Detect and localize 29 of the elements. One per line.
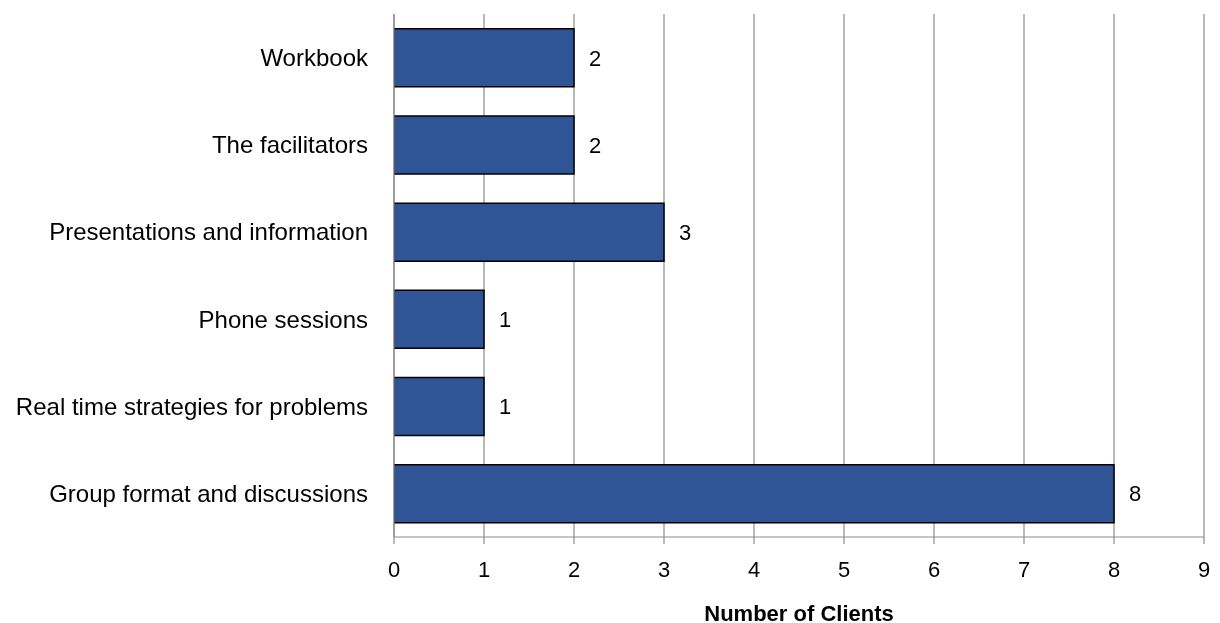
x-tick-label: 5 — [837, 556, 851, 582]
y-tick-label: The facilitators — [211, 131, 368, 159]
x-tick-label: 9 — [1197, 556, 1211, 582]
y-tick-label: Presentations and information — [49, 218, 368, 246]
data-label: 1 — [499, 394, 512, 420]
x-tick-label: 7 — [1017, 556, 1031, 582]
bar — [394, 202, 665, 262]
data-label: 3 — [679, 219, 692, 245]
x-tick-label: 3 — [657, 556, 671, 582]
y-tick-label: Group format and discussions — [49, 479, 368, 507]
x-tick-label: 1 — [477, 556, 491, 582]
bar — [394, 376, 485, 437]
x-tick-label: 2 — [567, 556, 581, 582]
y-tick-label: Real time strategies for problems — [15, 392, 368, 420]
data-label: 1 — [499, 307, 512, 333]
x-axis-title: Number of Clients — [704, 601, 894, 623]
x-tick-label: 0 — [387, 556, 401, 582]
bar — [394, 289, 485, 350]
bar — [394, 115, 575, 175]
bar — [394, 28, 575, 88]
bar — [394, 463, 1115, 524]
data-label: 8 — [1129, 481, 1142, 507]
y-tick-label: Workbook — [260, 44, 369, 72]
x-tick-label: 8 — [1107, 556, 1121, 582]
data-label: 2 — [589, 132, 602, 158]
x-tick-label: 4 — [747, 556, 761, 582]
data-label: 2 — [589, 45, 602, 71]
y-tick-label: Phone sessions — [198, 305, 368, 333]
x-tick-label: 6 — [927, 556, 941, 582]
